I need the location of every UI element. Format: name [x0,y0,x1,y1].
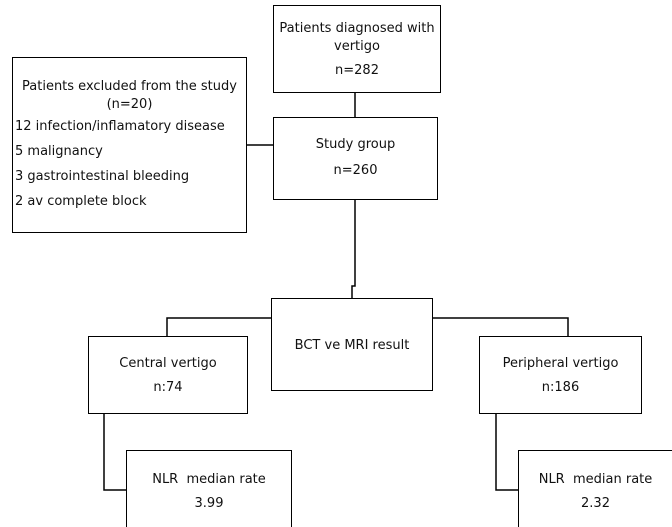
exclusion-item: 12 infection/inflamatory disease [15,119,225,134]
box-label: Patients excluded from the study [22,79,237,94]
box-label: NLR median rate [152,472,266,487]
peripheral-nlr-box: NLR median rate 2.32 [518,450,672,527]
connector [103,413,126,491]
box-count: n:186 [541,380,580,395]
imaging-box: BCT ve MRI result [271,298,433,391]
central-nlr-box: NLR median rate 3.99 [126,450,292,527]
diagnosed-box: Patients diagnosed with vertigo n=282 [273,5,441,93]
exclusion-item: 5 malignancy [15,144,103,159]
box-label: Peripheral vertigo [502,356,619,371]
box-value: 3.99 [194,496,224,511]
central-box: Central vertigo n:74 [88,336,248,414]
study-group-box: Study group n=260 [273,117,438,200]
box-label: Study group [315,137,396,152]
box-label: Central vertigo [119,356,217,371]
box-count: n:74 [153,380,183,395]
connector [495,413,518,491]
box-label: NLR median rate [538,472,653,487]
exclusion-item: 3 gastrointestinal bleeding [15,169,190,184]
box-label: Patients diagnosed with vertigo [279,21,435,54]
box-count: (n=20) [106,97,153,112]
excluded-box: Patients excluded from the study (n=20) … [12,57,247,233]
box-count: n=260 [333,163,378,178]
exclusion-item: 2 av complete block [15,194,147,209]
peripheral-box: Peripheral vertigo n:186 [479,336,642,414]
box-label: BCT ve MRI result [294,338,410,353]
connector [351,199,356,298]
box-value: 2.32 [581,496,610,511]
box-count: n=282 [335,63,379,78]
